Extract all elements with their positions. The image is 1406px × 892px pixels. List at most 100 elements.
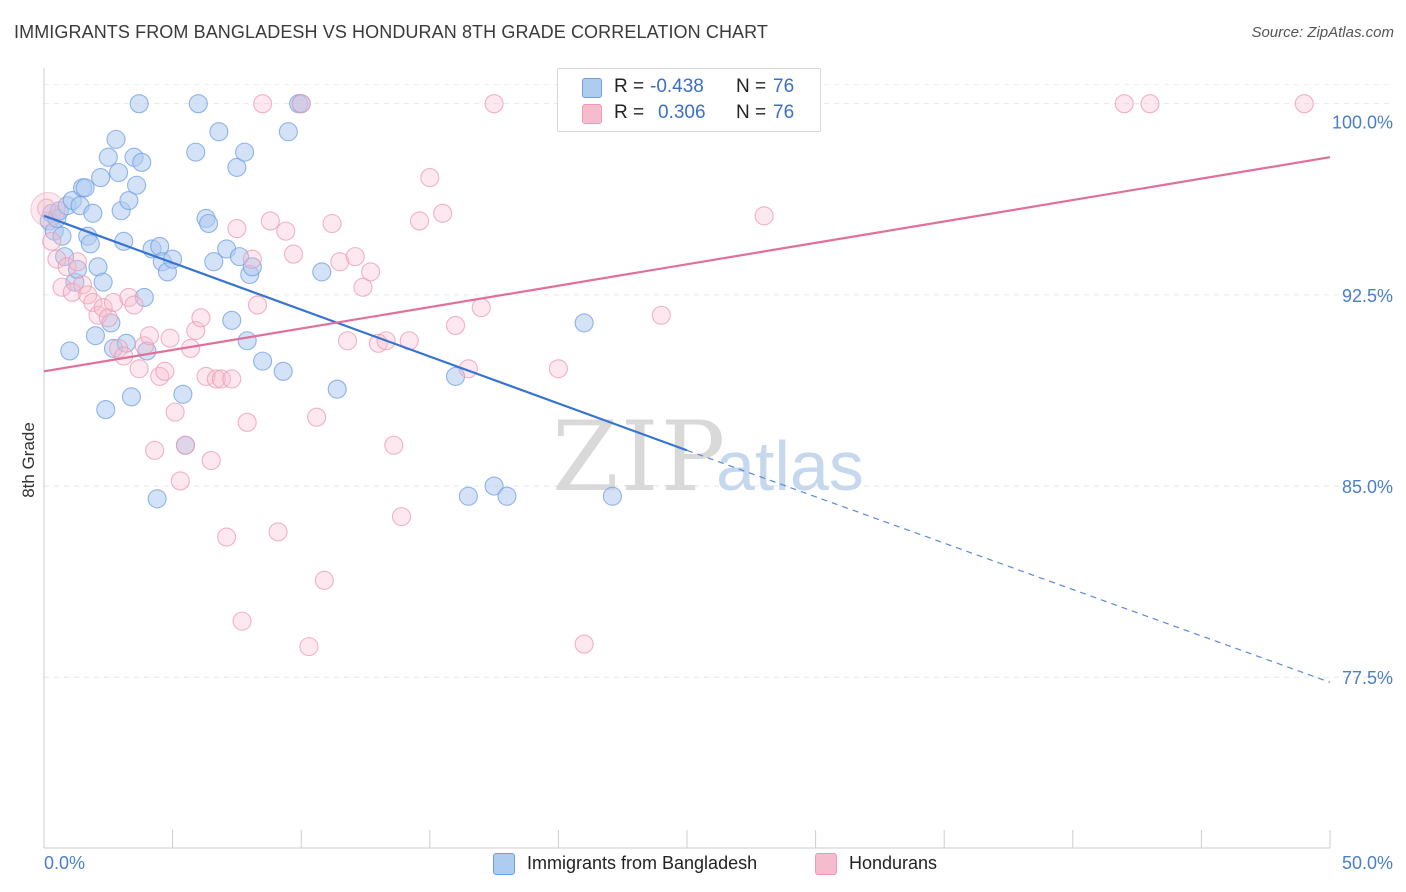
- point-bangladesh: [134, 287, 154, 307]
- point-hondurans: [260, 211, 280, 231]
- point-bangladesh: [278, 122, 298, 142]
- point-bangladesh: [227, 157, 247, 177]
- point-hondurans: [67, 252, 87, 272]
- chart-title: IMMIGRANTS FROM BANGLADESH VS HONDURAN 8…: [14, 22, 769, 42]
- point-bangladesh: [52, 226, 72, 246]
- y-axis-label: 8th Grade: [19, 422, 38, 498]
- point-hondurans: [232, 611, 252, 631]
- point-bangladesh: [222, 310, 242, 330]
- point-bangladesh: [242, 257, 262, 277]
- x-tick-label: 0.0%: [44, 853, 85, 873]
- point-bangladesh: [273, 361, 293, 381]
- point-bangladesh: [127, 175, 147, 195]
- watermark-atlas: atlas: [716, 427, 864, 505]
- point-hondurans: [227, 219, 247, 239]
- point-bangladesh: [497, 486, 517, 506]
- point-hondurans: [175, 435, 196, 455]
- point-bangladesh: [484, 476, 504, 496]
- legend-n-label: N =: [736, 76, 767, 97]
- legend-series-label: Immigrants from Bangladesh: [527, 853, 758, 873]
- trend-layer: [43, 156, 1331, 683]
- point-hondurans: [253, 94, 273, 114]
- legend-r-label: R =: [614, 102, 645, 123]
- point-bangladesh: [312, 262, 332, 282]
- y-tick-label: 77.5%: [1342, 668, 1393, 688]
- point-hondurans: [409, 211, 430, 231]
- point-hondurans: [574, 634, 594, 654]
- y-tick-label: 92.5%: [1342, 286, 1393, 306]
- point-hondurans: [186, 320, 206, 341]
- point-hondurans: [150, 366, 170, 386]
- point-bangladesh: [458, 486, 478, 506]
- point-bangladesh: [83, 203, 103, 223]
- point-hondurans: [1114, 94, 1134, 114]
- legend-swatch-pink: [582, 104, 602, 124]
- point-hondurans: [548, 359, 568, 379]
- point-hondurans: [139, 326, 160, 346]
- gridlines: [44, 84, 1394, 678]
- point-bangladesh: [85, 326, 105, 346]
- point-hondurans: [754, 206, 774, 226]
- point-hondurans: [42, 231, 62, 251]
- point-hondurans: [57, 257, 77, 277]
- tick-labels: 77.5% 85.0% 92.5% 100.0% 0.0% 50.0%: [44, 113, 1393, 873]
- point-hondurans: [299, 637, 319, 657]
- point-bangladesh: [96, 400, 116, 420]
- point-hondurans: [1294, 94, 1314, 114]
- legend-r-label: R =: [614, 76, 645, 97]
- point-bangladesh: [253, 351, 273, 371]
- trend-line-bangladesh-extrapolated: [686, 449, 1331, 683]
- legend-swatch-blue: [493, 853, 515, 875]
- point-hondurans: [345, 247, 365, 267]
- source-credit: Source: ZipAtlas.com: [1251, 24, 1394, 41]
- point-bangladesh: [91, 168, 111, 188]
- point-hondurans: [322, 213, 342, 234]
- point-bangladesh: [235, 142, 255, 162]
- point-hondurans: [283, 244, 304, 264]
- point-hondurans: [237, 412, 257, 432]
- legend-n-value: 76: [773, 76, 795, 97]
- point-hondurans: [47, 249, 67, 269]
- point-hondurans: [165, 402, 185, 422]
- point-bangladesh: [602, 486, 622, 506]
- point-bangladesh: [75, 178, 95, 198]
- point-hondurans: [651, 305, 671, 325]
- y-tick-label: 100.0%: [1332, 113, 1393, 133]
- legend-swatch-pink: [815, 853, 837, 875]
- legend-series-label: Hondurans: [849, 853, 938, 873]
- point-bangladesh: [119, 190, 139, 211]
- point-bangladesh: [109, 162, 129, 183]
- legend-n-label: N =: [736, 102, 767, 123]
- point-bangladesh: [80, 234, 100, 254]
- point-hondurans: [201, 450, 221, 471]
- point-hondurans: [93, 298, 113, 318]
- point-hondurans: [471, 298, 491, 318]
- point-hondurans: [330, 252, 350, 272]
- point-hondurans: [145, 440, 165, 460]
- y-tick-label: 85.0%: [1342, 477, 1393, 497]
- correlation-legend: R = -0.438 N = 76 R = 0.306 N = 76: [557, 68, 821, 132]
- point-hondurans: [307, 407, 327, 427]
- point-bangladesh: [237, 331, 257, 351]
- point-hondurans: [170, 471, 190, 491]
- point-hondurans: [206, 369, 226, 389]
- point-bangladesh: [129, 94, 149, 114]
- point-hondurans-large: [30, 191, 66, 227]
- point-bangladesh: [93, 272, 113, 292]
- point-bangladesh: [132, 152, 152, 172]
- point-hondurans: [222, 369, 242, 389]
- point-bangladesh: [60, 341, 80, 361]
- point-bangladesh: [98, 147, 118, 167]
- point-hondurans: [191, 308, 211, 328]
- point-bangladesh: [106, 129, 126, 149]
- point-bangladesh: [188, 94, 208, 114]
- point-hondurans: [420, 168, 440, 188]
- x-tick-label: 50.0%: [1342, 853, 1393, 873]
- point-hondurans: [276, 221, 296, 241]
- point-hondurans: [433, 203, 453, 223]
- point-hondurans: [391, 507, 412, 527]
- point-hondurans: [62, 282, 82, 302]
- point-hondurans: [129, 359, 149, 379]
- point-bangladesh: [121, 387, 141, 407]
- watermark-zip: ZIP: [552, 401, 727, 513]
